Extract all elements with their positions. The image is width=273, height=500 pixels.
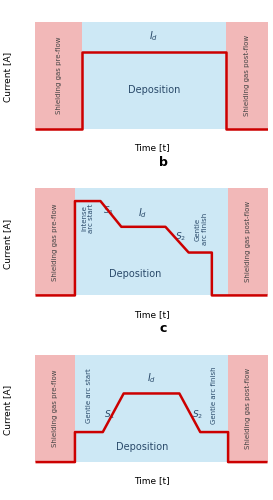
Text: Gentle
arc finish: Gentle arc finish <box>195 213 208 245</box>
Text: $S_1$: $S_1$ <box>104 408 115 421</box>
Bar <box>228 355 268 462</box>
Bar <box>228 188 268 296</box>
Text: b: b <box>159 156 168 169</box>
Bar <box>35 355 75 462</box>
Bar <box>35 188 75 296</box>
Text: Time [t]: Time [t] <box>134 143 169 152</box>
Text: $S_2$: $S_2$ <box>175 230 186 242</box>
Text: Time [t]: Time [t] <box>134 476 169 486</box>
Text: Shielding gas post-flow: Shielding gas post-flow <box>244 34 250 116</box>
Text: Shielding gas post-flow: Shielding gas post-flow <box>245 368 251 449</box>
Text: $S_2$: $S_2$ <box>192 408 203 421</box>
Bar <box>35 22 82 128</box>
Text: Current [A]: Current [A] <box>3 52 12 102</box>
Text: Gentle arc start: Gentle arc start <box>86 368 92 423</box>
Text: $I_d$: $I_d$ <box>147 371 156 385</box>
Bar <box>75 188 228 296</box>
Text: Shielding gas pre-flow: Shielding gas pre-flow <box>56 36 62 114</box>
Text: Shielding gas pre-flow: Shielding gas pre-flow <box>52 370 58 447</box>
Text: a: a <box>159 0 167 2</box>
Bar <box>226 22 268 128</box>
Text: Time [t]: Time [t] <box>134 310 169 318</box>
Text: Shielding gas pre-flow: Shielding gas pre-flow <box>52 203 58 280</box>
Text: $S_1$: $S_1$ <box>103 204 114 217</box>
Text: Shielding gas post-flow: Shielding gas post-flow <box>245 201 251 282</box>
Text: Current [A]: Current [A] <box>3 386 12 436</box>
Text: Deposition: Deposition <box>128 85 180 95</box>
Bar <box>75 355 228 462</box>
Text: Current [A]: Current [A] <box>3 218 12 269</box>
Text: Intense
arc start: Intense arc start <box>81 204 94 233</box>
Text: c: c <box>159 322 167 336</box>
Text: Deposition: Deposition <box>109 269 161 279</box>
Bar <box>82 22 226 128</box>
Text: $I_d$: $I_d$ <box>149 29 158 43</box>
Text: Deposition: Deposition <box>116 442 168 452</box>
Text: $I_d$: $I_d$ <box>138 206 147 220</box>
Text: Gentle arc finish: Gentle arc finish <box>211 367 217 424</box>
